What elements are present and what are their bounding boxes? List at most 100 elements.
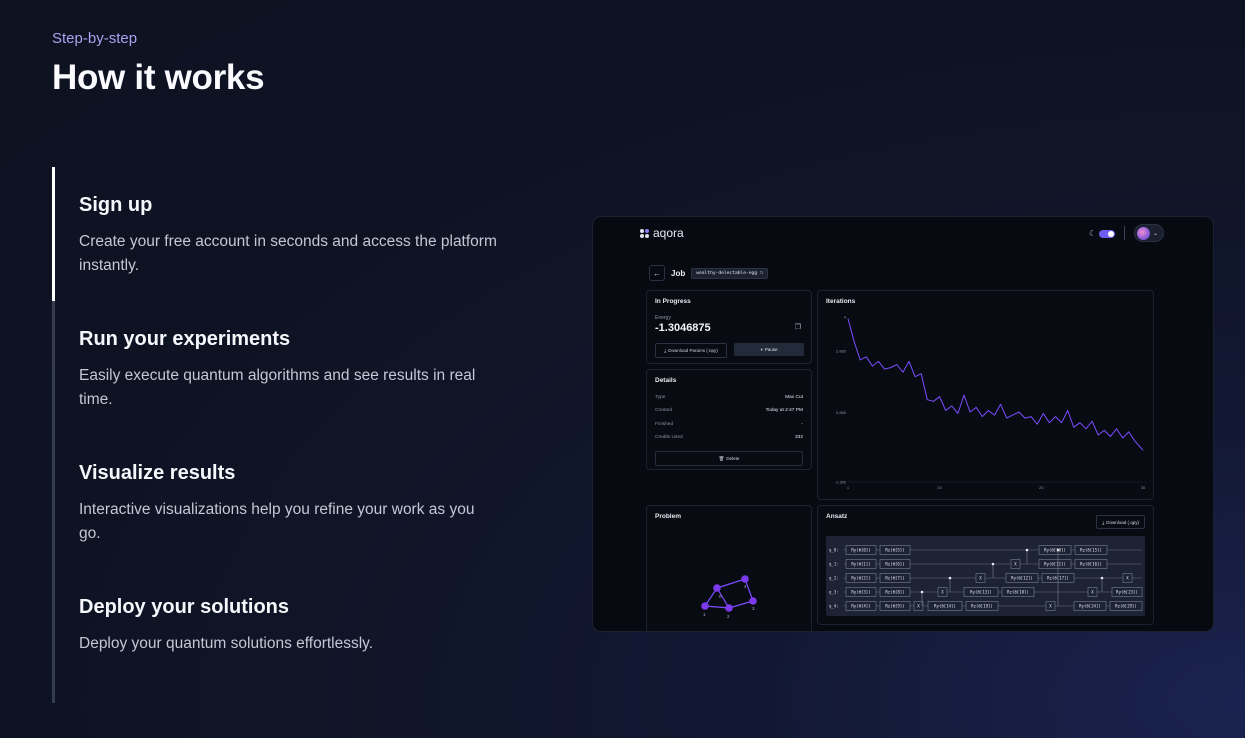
step-title: Deploy your solutions (79, 596, 290, 618)
qubit-label: q_2: (829, 576, 839, 581)
gate-box (879, 601, 911, 611)
graph-node (749, 597, 757, 605)
moon-icon: ☾ (1089, 229, 1097, 238)
ansatz-card: Ansatz ⤓ Download (.qpy) q_0: Ry(θ[0]) Rz(… (817, 505, 1154, 625)
app-logo[interactable]: aqora (640, 226, 684, 240)
divider (1124, 226, 1125, 240)
gate-label: Rz(θ[5]) (885, 548, 904, 553)
gate-box (975, 573, 986, 583)
step-run-experiments[interactable]: Run your experiments Easily execute quan… (52, 301, 512, 435)
graph-node (701, 602, 709, 610)
gate-label: Rz(θ[19]) (971, 604, 993, 609)
back-arrow-icon[interactable]: ← (649, 265, 665, 281)
step-description: Easily execute quantum algorithms and se… (79, 367, 476, 408)
step-visualize-results[interactable]: Visualize results Interactive visualizat… (52, 435, 512, 569)
app-screenshot: aqora ☾ ⌄ ← Job wealthy-delectable-egg ❐… (592, 216, 1214, 632)
gate-label: Ry(θ[23]) (1116, 590, 1138, 595)
download-qpy-button[interactable]: ⤓ Download (.qpy) (1096, 515, 1145, 529)
logo-icon (640, 228, 649, 238)
gate-box (1038, 559, 1072, 569)
y-tick-label: -1.385 (835, 480, 847, 485)
download-params-button[interactable]: ⤓ Download Params (.npy) (655, 343, 727, 358)
gate-label: Ry(θ[3]) (851, 590, 870, 595)
job-name-badge[interactable]: wealthy-delectable-egg ❐ (691, 267, 768, 279)
gate-box (1038, 545, 1072, 555)
theme-toggle[interactable]: ☾ (1089, 229, 1116, 238)
pause-button[interactable]: ⏸ Pause (734, 343, 804, 356)
gate-label: Ry(θ[11]) (1044, 562, 1066, 567)
gate-label: Rz(θ[15]) (1080, 548, 1102, 553)
detail-value: Max Cut (785, 395, 803, 400)
control-dot (1025, 548, 1029, 552)
step-sign-up[interactable]: Sign up Create your free account in seco… (52, 167, 512, 301)
gate-box (1122, 573, 1133, 583)
gate-box (913, 601, 924, 611)
control-dot (1056, 548, 1060, 552)
gate-box (1074, 545, 1108, 555)
toggle-switch[interactable] (1099, 229, 1116, 238)
node-label: 3 (752, 606, 755, 611)
graph-node (725, 604, 733, 612)
card-title: In Progress (655, 298, 691, 305)
user-menu-button[interactable]: ⌄ (1134, 224, 1164, 242)
gate-label: X (979, 576, 982, 581)
gate-box (1010, 559, 1021, 569)
gate-box (1001, 587, 1035, 597)
detail-row: Credits Used 332 (655, 435, 803, 440)
circuit-diagram: q_0: Ry(θ[0]) Rz(θ[5]) Ry(θ[10]) Rz(θ[15]) q_… (826, 536, 1145, 616)
gate-box (845, 573, 877, 583)
control-dot (1100, 576, 1104, 580)
x-tick-label: 1 (847, 485, 850, 490)
section-heading: How it works (52, 58, 265, 97)
gate-box (1111, 587, 1143, 597)
gate-label: Ry(θ[24]) (1079, 604, 1101, 609)
gate-label: Ry(θ[1]) (851, 562, 870, 567)
detail-key: Finished (655, 422, 674, 427)
node-label: 4 (744, 584, 747, 589)
y-tick-label: 0.885 (836, 410, 847, 415)
job-label: Job (671, 268, 686, 278)
gate-label: Ry(θ[12]) (1011, 576, 1033, 581)
y-tick-label: 4 (844, 315, 847, 320)
gate-label: X (917, 604, 920, 609)
job-name: wealthy-delectable-egg (696, 270, 758, 276)
chevron-down-icon: ⌄ (1153, 230, 1159, 237)
gate-box (963, 587, 999, 597)
chart-title: Iterations (826, 298, 856, 305)
qubit-label: q_4: (829, 604, 839, 609)
gate-label: X (1049, 604, 1052, 609)
step-description: Create your free account in seconds and … (79, 233, 497, 274)
steps-list: Sign up Create your free account in seco… (52, 167, 512, 703)
gate-box (937, 587, 948, 597)
gate-label: Rz(θ[7]) (885, 576, 904, 581)
gate-box (965, 601, 999, 611)
gate-box (1074, 559, 1108, 569)
logo-text: aqora (653, 226, 684, 240)
detail-row: Type Max Cut (655, 395, 803, 400)
qubit-label: q_3: (829, 590, 839, 595)
detail-row: Created Today at 2:47 PM (655, 408, 803, 413)
qubit-label: q_0: (829, 548, 839, 553)
gate-label: Ry(θ[14]) (934, 604, 956, 609)
delete-button[interactable]: 🗑 Delete (655, 451, 803, 466)
download-icon: ⤓ (1102, 519, 1105, 525)
copy-icon[interactable]: ❐ (794, 324, 801, 331)
button-label: Download Params (.npy) (668, 348, 718, 353)
gate-box (1073, 601, 1107, 611)
x-tick-label: 20 (1039, 485, 1044, 490)
gate-label: Ry(θ[0]) (851, 548, 870, 553)
node-label: 2 (727, 614, 730, 619)
app-topbar: aqora ☾ ⌄ (593, 217, 1213, 249)
gate-label: Rz(θ[9]) (885, 604, 904, 609)
step-description: Interactive visualizations help you refi… (79, 501, 475, 542)
step-title: Visualize results (79, 462, 236, 484)
detail-key: Credits Used (655, 435, 683, 440)
step-deploy-solutions[interactable]: Deploy your solutions Deploy your quantu… (52, 569, 512, 703)
step-title: Sign up (79, 194, 153, 216)
control-dot (948, 576, 952, 580)
copy-icon[interactable]: ❐ (759, 270, 763, 276)
gate-label: X (1091, 590, 1094, 595)
gate-label: Ry(θ[2]) (851, 576, 870, 581)
graph-node (741, 575, 749, 583)
gate-label: Rz(θ[29]) (1115, 604, 1137, 609)
